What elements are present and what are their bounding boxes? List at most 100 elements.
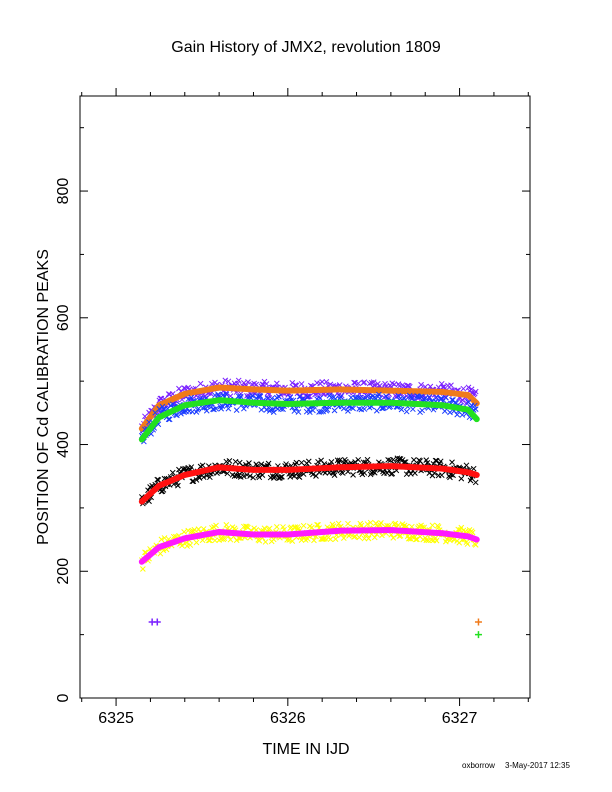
data-point: [212, 392, 218, 399]
data-point: [471, 402, 478, 409]
data-point: [244, 471, 250, 478]
data-point: [187, 542, 194, 548]
data-point: [468, 386, 475, 393]
data-point: [185, 396, 192, 403]
x-tick-label: 6326: [270, 710, 306, 727]
x-tick-label: 6325: [98, 710, 134, 727]
data-point: [265, 460, 272, 467]
data-point: [279, 473, 285, 480]
data-point: [355, 394, 362, 401]
data-point: [439, 384, 446, 390]
extra-point: [153, 618, 161, 626]
data-point: [448, 382, 454, 389]
x-axis-label: TIME IN IJD: [262, 741, 349, 758]
y-axis-label: POSITION OF Cd CALIBRATION PEAKS: [35, 249, 52, 545]
data-point: [428, 536, 435, 543]
series-2: [138, 384, 482, 626]
data-point: [410, 534, 416, 540]
data-point: [190, 478, 197, 485]
data-point: [412, 470, 418, 476]
data-point: [361, 406, 368, 412]
data-point: [182, 385, 188, 392]
data-point: [257, 393, 264, 399]
data-point: [175, 482, 181, 489]
data-point: [459, 397, 466, 403]
data-point: [364, 521, 371, 527]
data-point: [345, 408, 351, 414]
data-point: [199, 462, 206, 469]
data-point: [245, 379, 251, 385]
data-point: [331, 472, 338, 478]
data-point: [158, 536, 165, 543]
data-point: [472, 388, 479, 395]
series-layer: [138, 377, 482, 639]
data-point: [193, 477, 200, 483]
data-point: [433, 537, 440, 544]
data-point: [221, 535, 228, 542]
series-5: [138, 455, 479, 507]
data-point: [247, 473, 253, 479]
y-tick-label: 800: [55, 178, 72, 205]
data-point: [311, 537, 317, 544]
data-point: [197, 380, 204, 387]
data-point: [469, 529, 476, 536]
y-tick-label: 0: [55, 693, 72, 702]
data-point: [423, 537, 430, 544]
data-point: [337, 393, 344, 400]
data-point: [417, 458, 423, 464]
data-point: [193, 539, 200, 546]
data-point: [284, 537, 290, 543]
data-point: [418, 381, 424, 388]
trend-line: [138, 397, 480, 443]
data-point: [472, 479, 479, 486]
data-point: [226, 458, 233, 464]
data-point: [371, 534, 378, 541]
data-point: [459, 412, 466, 418]
data-point: [390, 456, 397, 463]
footer-user: oxborrow: [462, 761, 495, 770]
data-point: [310, 407, 316, 414]
data-point: [189, 478, 196, 485]
data-point: [213, 405, 219, 412]
data-point: [352, 533, 359, 540]
data-point: [319, 536, 326, 543]
data-point: [259, 472, 266, 479]
data-point: [262, 539, 269, 545]
data-point: [289, 379, 296, 386]
data-point: [140, 566, 146, 572]
data-point: [224, 470, 231, 477]
series-7: [138, 519, 479, 572]
data-point: [237, 393, 244, 400]
data-point: [389, 470, 396, 477]
data-point: [222, 377, 229, 384]
data-point: [370, 379, 377, 386]
data-point: [246, 460, 252, 466]
data-point: [451, 536, 457, 543]
data-point: [213, 522, 219, 529]
data-point: [306, 409, 313, 416]
data-point: [223, 389, 230, 396]
data-point: [196, 475, 203, 481]
extra-point: [474, 631, 482, 639]
data-point: [268, 395, 275, 402]
data-point: [319, 379, 326, 385]
data-point: [233, 407, 240, 413]
data-point: [188, 464, 195, 470]
data-point: [256, 474, 263, 481]
data-point: [165, 416, 172, 423]
data-point: [429, 522, 436, 529]
data-point: [219, 403, 226, 409]
data-point: [174, 412, 180, 419]
data-point: [203, 407, 210, 414]
data-point: [184, 543, 191, 549]
data-point: [336, 457, 343, 464]
data-point: [441, 408, 448, 414]
data-point: [470, 465, 477, 472]
y-tick-label: 600: [55, 304, 72, 331]
data-point: [372, 520, 379, 527]
data-point: [298, 381, 305, 387]
data-point: [365, 535, 372, 542]
data-point: [267, 407, 274, 413]
data-point: [355, 380, 362, 387]
data-point: [419, 407, 425, 414]
